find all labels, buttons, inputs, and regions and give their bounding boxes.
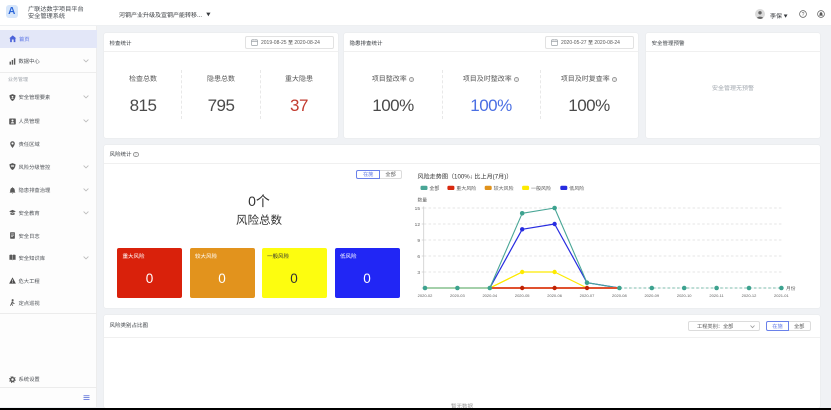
svg-text:2020-05: 2020-05 <box>515 293 530 298</box>
svg-text:2020-02: 2020-02 <box>418 293 433 298</box>
svg-text:较大风险: 较大风险 <box>494 185 514 192</box>
svg-text:2020-06: 2020-06 <box>547 293 562 298</box>
svg-text:6: 6 <box>417 254 420 260</box>
svg-text:一般风险: 一般风险 <box>531 185 551 192</box>
svg-text:2021-01: 2021-01 <box>774 293 789 298</box>
svg-text:低风险: 低风险 <box>569 185 584 192</box>
svg-text:3: 3 <box>417 270 420 276</box>
svg-text:2020-07: 2020-07 <box>580 293 595 298</box>
svg-text:风险走势图（100%↓ 比上月(7月)）: 风险走势图（100%↓ 比上月(7月)） <box>418 171 513 180</box>
svg-text:2020-10: 2020-10 <box>677 293 692 298</box>
svg-text:15: 15 <box>415 206 421 212</box>
svg-text:12: 12 <box>415 222 421 228</box>
svg-text:全部: 全部 <box>429 185 439 192</box>
svg-text:9: 9 <box>417 238 420 244</box>
svg-text:2020-12: 2020-12 <box>742 293 757 298</box>
svg-text:2020-08: 2020-08 <box>612 293 627 298</box>
svg-text:?: ? <box>802 12 805 18</box>
svg-text:2020-11: 2020-11 <box>709 293 724 298</box>
svg-text:2020-04: 2020-04 <box>482 293 497 298</box>
svg-text:重大风险: 重大风险 <box>456 185 476 192</box>
svg-text:2020-03: 2020-03 <box>450 293 465 298</box>
svg-text:数量: 数量 <box>418 197 428 204</box>
svg-text:月份: 月份 <box>786 285 796 292</box>
svg-text:2020-09: 2020-09 <box>644 293 659 298</box>
